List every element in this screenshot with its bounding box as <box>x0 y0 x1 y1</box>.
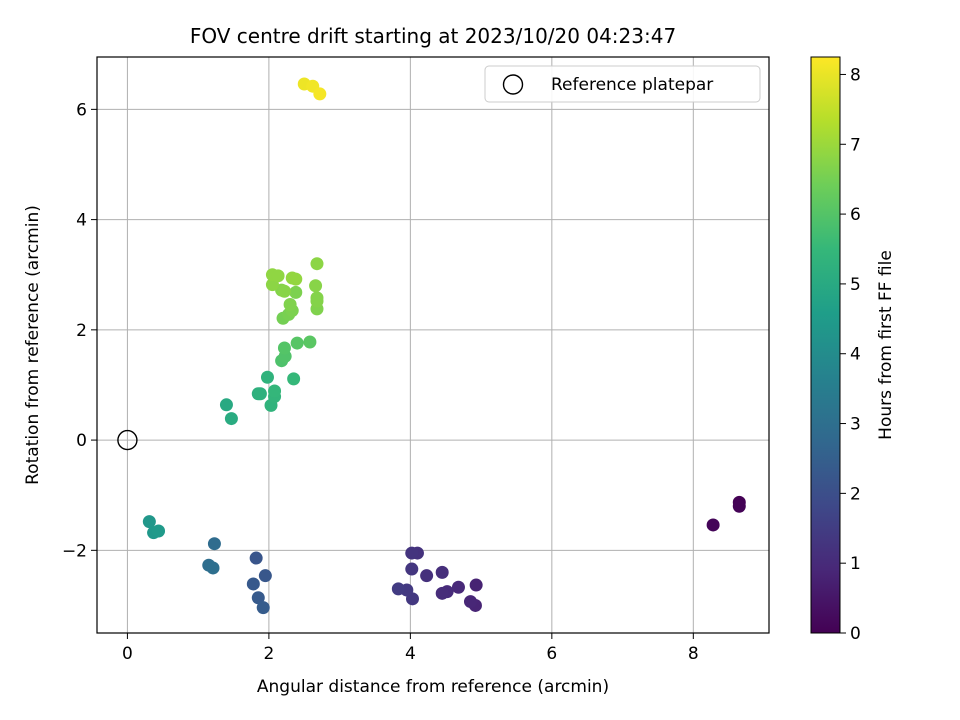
data-point <box>469 578 483 592</box>
y-tick-label: 2 <box>76 321 87 341</box>
data-point <box>435 586 449 600</box>
colorbar-tick-label: 1 <box>850 554 861 574</box>
data-point <box>289 272 303 286</box>
data-point <box>290 336 304 350</box>
legend-box <box>484 65 761 103</box>
y-axis-label: Rotation from reference (arcmin) <box>23 205 43 485</box>
x-tick-label: 2 <box>263 644 274 664</box>
legend: Reference platepar <box>484 65 761 103</box>
data-point <box>258 569 272 583</box>
data-point <box>253 387 267 401</box>
data-point <box>420 569 434 583</box>
x-tick-label: 4 <box>405 644 416 664</box>
data-point <box>435 565 449 579</box>
data-point <box>303 335 317 349</box>
colorbar-tick-label: 8 <box>850 65 861 85</box>
colorbar-tick-label: 7 <box>850 135 861 155</box>
data-point <box>732 499 746 513</box>
data-point <box>271 269 285 283</box>
data-point <box>391 582 405 596</box>
data-point <box>251 591 265 605</box>
data-point <box>310 291 324 305</box>
colorbar-ticks: 0 1 2 3 4 5 6 7 8 <box>840 65 861 644</box>
x-tick-label: 0 <box>122 644 133 664</box>
data-point <box>142 515 156 529</box>
y-tick-label: 6 <box>76 100 87 120</box>
colorbar-tick-label: 4 <box>850 345 861 365</box>
data-point <box>268 384 282 398</box>
legend-marker-icon <box>502 74 524 95</box>
x-axis-ticks: 0 2 4 6 8 <box>122 633 699 664</box>
data-point <box>405 562 419 576</box>
data-point <box>152 524 166 538</box>
data-point <box>249 551 263 565</box>
data-point <box>310 257 324 271</box>
data-point <box>289 285 303 299</box>
grid <box>97 57 769 633</box>
data-point <box>706 518 720 532</box>
data-point <box>313 87 327 101</box>
data-point <box>463 595 477 609</box>
data-point <box>224 412 238 426</box>
colorbar-tick-label: 5 <box>850 275 861 295</box>
reference-marker-layer <box>117 429 138 451</box>
colorbar: 0 1 2 3 4 5 6 7 8 Hours from first FF file <box>810 56 896 644</box>
data-point <box>283 297 297 311</box>
data-point <box>277 284 291 298</box>
x-tick-label: 6 <box>546 644 557 664</box>
colorbar-tick-label: 2 <box>850 484 861 504</box>
data-point <box>287 372 301 386</box>
data-point <box>207 537 221 551</box>
data-point <box>405 546 419 560</box>
colorbar-label: Hours from first FF file <box>876 250 896 440</box>
data-point <box>260 370 274 384</box>
data-points <box>142 77 746 615</box>
plot-frame <box>96 56 770 634</box>
colorbar-tick-label: 3 <box>850 415 861 435</box>
colorbar-tick-label: 6 <box>850 205 861 225</box>
data-point <box>219 398 233 412</box>
reference-platepar-marker <box>117 429 138 451</box>
data-point <box>206 561 220 575</box>
chart-title: FOV centre drift starting at 2023/10/20 … <box>190 24 676 48</box>
y-axis-ticks: −2 0 2 4 6 <box>62 100 97 561</box>
x-axis-label: Angular distance from reference (arcmin) <box>257 677 609 697</box>
y-tick-label: 4 <box>76 211 87 231</box>
colorbar-gradient <box>810 56 841 634</box>
data-point <box>277 341 291 355</box>
y-tick-label: −2 <box>62 541 87 561</box>
data-point <box>451 580 465 594</box>
y-tick-label: 0 <box>76 431 87 451</box>
data-point <box>256 601 270 615</box>
legend-label: Reference platepar <box>551 75 713 95</box>
colorbar-tick-label: 0 <box>850 624 861 644</box>
x-tick-label: 8 <box>688 644 699 664</box>
data-point <box>309 279 323 293</box>
data-point <box>246 577 260 591</box>
